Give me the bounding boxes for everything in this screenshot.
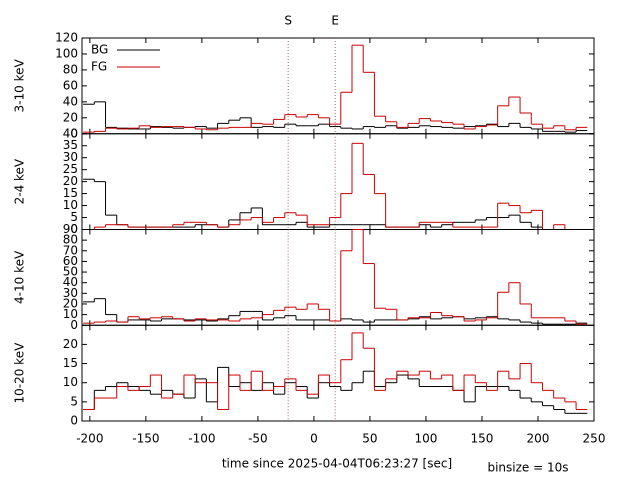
y-tick-label: 0 [70, 126, 78, 140]
legend-label: BG [91, 43, 108, 57]
y-tick-label: 60 [63, 254, 78, 268]
y-tick-label: 70 [63, 243, 78, 257]
x-tick-label: -100 [188, 432, 215, 446]
x-tick-label: -50 [248, 432, 268, 446]
x-tick-label: 50 [362, 432, 377, 446]
x-tick-label: 0 [310, 432, 318, 446]
y-axis-label: 4-10 keV [13, 250, 27, 304]
y-tick-label: 80 [63, 233, 78, 247]
y-tick-label: 60 [63, 78, 78, 92]
panel-frame [81, 229, 595, 326]
bin-size-note: binsize = 10s [487, 461, 568, 475]
y-tick-label: 80 [63, 62, 78, 76]
y-tick-label: 15 [63, 356, 78, 370]
y-tick-label: 5 [70, 210, 78, 224]
panel-frame [81, 324, 595, 422]
y-tick-label: 10 [63, 375, 78, 389]
y-tick-label: 30 [63, 286, 78, 300]
y-tick-label: 100 [55, 46, 78, 60]
y-tick-label: 40 [63, 126, 78, 140]
y-tick-label: 50 [63, 265, 78, 279]
y-axis-label: 2-4 keV [13, 158, 27, 204]
marker-label: E [331, 14, 339, 28]
x-tick-label: 250 [583, 432, 606, 446]
y-tick-label: 20 [63, 174, 78, 188]
y-axis-label: 10-20 keV [13, 342, 27, 404]
y-tick-label: 25 [63, 162, 78, 176]
y-tick-label: 90 [63, 222, 78, 236]
x-tick-label: -200 [76, 432, 103, 446]
y-tick-label: 20 [63, 110, 78, 124]
x-tick-label: -150 [132, 432, 159, 446]
x-tick-label: 150 [471, 432, 494, 446]
y-tick-label: 15 [63, 186, 78, 200]
y-tick-label: 0 [70, 222, 78, 236]
y-tick-label: 120 [55, 31, 78, 45]
x-tick-label: 200 [527, 432, 550, 446]
y-tick-label: 10 [63, 198, 78, 212]
y-tick-label: 30 [63, 150, 78, 164]
y-tick-label: 20 [63, 337, 78, 351]
y-tick-label: 35 [63, 138, 78, 152]
y-tick-label: 0 [70, 414, 78, 428]
y-tick-label: 20 [63, 296, 78, 310]
y-tick-label: 40 [63, 94, 78, 108]
marker-label: S [284, 14, 292, 28]
y-tick-label: 0 [70, 318, 78, 332]
x-axis-label: time since 2025-04-04T06:23:27 [sec] [222, 457, 452, 471]
panel-frame [81, 37, 595, 135]
y-tick-label: 40 [63, 275, 78, 289]
y-axis-label: 3-10 keV [13, 59, 27, 113]
y-tick-label: 5 [70, 394, 78, 408]
x-tick-label: 100 [414, 432, 437, 446]
y-tick-label: 10 [63, 307, 78, 321]
legend-label: FG [91, 60, 107, 74]
